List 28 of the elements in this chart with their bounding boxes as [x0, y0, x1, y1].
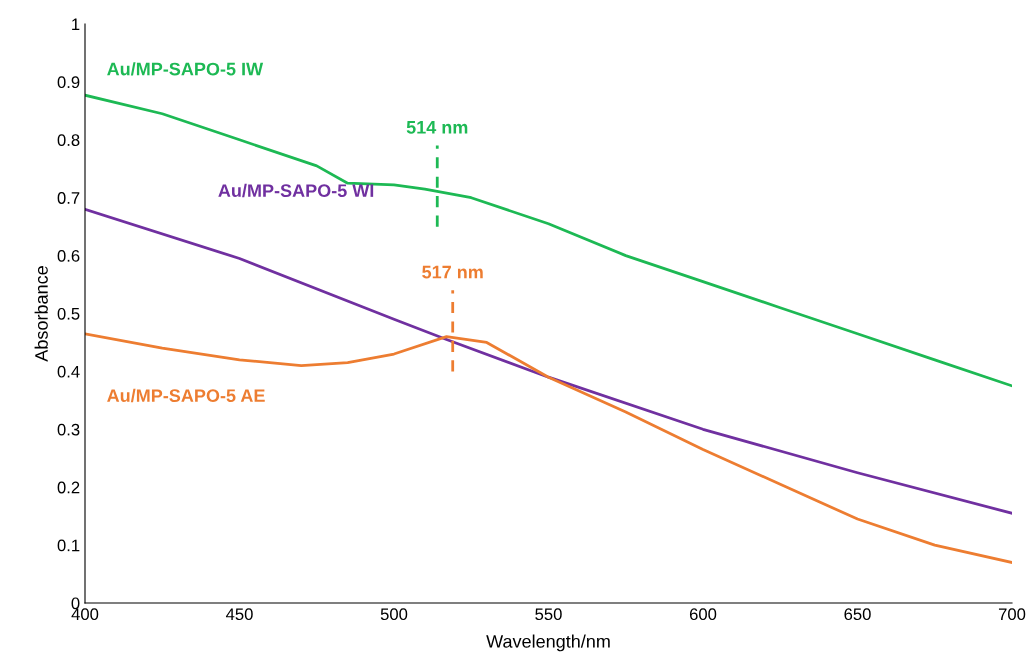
y-tick-label: 0.2: [57, 481, 80, 494]
y-tick-label: 0.4: [57, 365, 80, 378]
annotation: 517 nm: [422, 265, 483, 279]
y-tick-label: 0: [71, 597, 80, 610]
x-tick-label: 650: [844, 608, 871, 621]
y-tick-label: 0.7: [57, 192, 80, 204]
x-tick-label: 600: [689, 608, 717, 621]
x-tick-label: 550: [535, 608, 562, 621]
x-tick-label: 400: [71, 608, 99, 621]
y-tick-label: 0.3: [57, 423, 80, 436]
y-tick-label: 0.9: [57, 76, 80, 89]
x-tick-label: 500: [380, 608, 408, 621]
line-series: [85, 93, 1012, 388]
y-tick-label: 0.5: [57, 307, 80, 320]
series-label: Au/MP-SAPO-5 AE: [107, 388, 265, 403]
x-axis-title: Wavelength/nm: [486, 634, 610, 652]
y-tick-label: 0.1: [57, 539, 80, 552]
x-tick-label: 700: [998, 608, 1026, 621]
line-series: [85, 332, 1012, 564]
annotation: 514 nm: [406, 121, 468, 134]
series-label: Au/MP-SAPO-5 IW: [107, 62, 264, 76]
y-tick-label: 0.8: [57, 134, 80, 146]
text: Au/MP-SAPO-5 WI: [218, 183, 374, 198]
y-axis-title: Absorbance: [34, 266, 48, 362]
line-series: [85, 207, 1012, 515]
y-tick-label: 1: [72, 18, 80, 31]
y-tick-label: 0.6: [57, 250, 80, 262]
x-tick-label: 450: [225, 608, 253, 621]
